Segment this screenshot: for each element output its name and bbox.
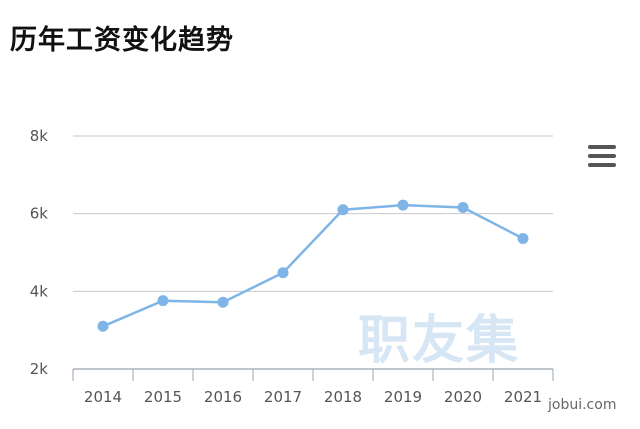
y-tick-label: 2k [30, 360, 49, 378]
menu-bar-icon [588, 154, 616, 158]
x-tick-label: 2014 [84, 388, 122, 406]
series-line-group [102, 203, 524, 328]
series-points [97, 199, 529, 332]
y-tick-label: 4k [30, 282, 49, 300]
data-point[interactable] [97, 320, 109, 332]
data-point[interactable] [457, 201, 469, 213]
x-tick-label: 2018 [324, 388, 362, 406]
data-point[interactable] [397, 199, 409, 211]
source-credit: jobui.com [547, 397, 616, 413]
x-tick-label: 2019 [384, 388, 422, 406]
grid-lines [73, 135, 553, 292]
data-point[interactable] [277, 267, 289, 279]
watermark-text: 职友集 [358, 311, 520, 371]
x-tick-label: 2017 [264, 388, 302, 406]
x-tick-label: 2016 [204, 388, 242, 406]
series-line [102, 203, 524, 328]
x-tick-label: 2021 [504, 388, 542, 406]
x-axis: 2014 2015 2016 2017 2018 2019 2020 2021 [72, 368, 554, 406]
data-point[interactable] [337, 204, 349, 216]
hamburger-menu-icon[interactable] [588, 145, 616, 167]
y-axis-ticks: 2k 4k 6k 8k [30, 127, 49, 378]
x-tick-label: 2015 [144, 388, 182, 406]
y-tick-label: 6k [30, 205, 49, 223]
data-point[interactable] [157, 295, 169, 307]
menu-bar-icon [588, 163, 616, 167]
menu-bar-icon [588, 145, 616, 149]
x-tick-label: 2020 [444, 388, 482, 406]
chart-title: 历年工资变化趋势 [10, 25, 234, 56]
data-point[interactable] [217, 296, 229, 308]
y-tick-label: 8k [30, 127, 49, 145]
data-point[interactable] [517, 233, 529, 245]
